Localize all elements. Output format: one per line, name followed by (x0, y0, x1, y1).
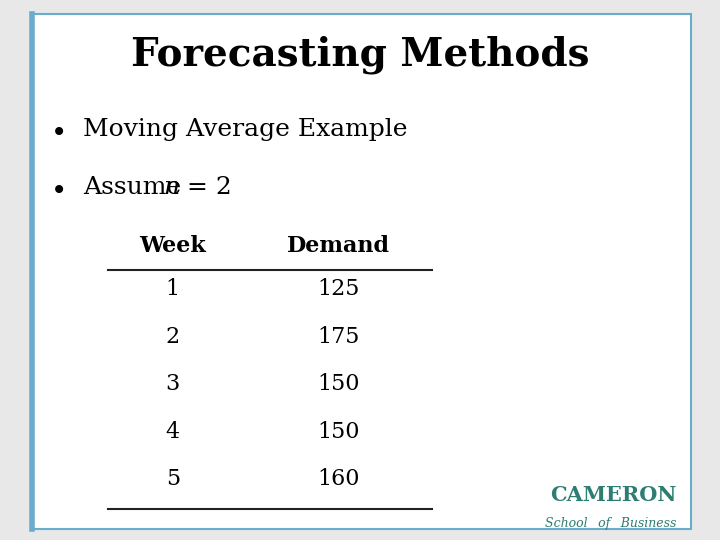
Text: 125: 125 (318, 278, 359, 300)
Text: 5: 5 (166, 468, 180, 490)
Text: School   of   Business: School of Business (546, 517, 677, 530)
Text: 3: 3 (166, 373, 180, 395)
Text: 160: 160 (317, 468, 360, 490)
Text: = 2: = 2 (179, 176, 231, 199)
Text: •: • (50, 119, 67, 147)
Text: 1: 1 (166, 278, 180, 300)
Text: Forecasting Methods: Forecasting Methods (131, 35, 589, 73)
Text: Assume: Assume (83, 176, 189, 199)
Text: 175: 175 (318, 326, 359, 348)
Text: n: n (163, 176, 179, 199)
Text: 2: 2 (166, 326, 180, 348)
Text: Demand: Demand (287, 235, 390, 257)
Text: Moving Average Example: Moving Average Example (83, 118, 408, 141)
Text: Week: Week (140, 235, 206, 257)
Text: CAMERON: CAMERON (550, 485, 677, 505)
Text: 4: 4 (166, 421, 180, 443)
Text: 150: 150 (317, 421, 360, 443)
Text: 150: 150 (317, 373, 360, 395)
Text: •: • (50, 177, 67, 205)
